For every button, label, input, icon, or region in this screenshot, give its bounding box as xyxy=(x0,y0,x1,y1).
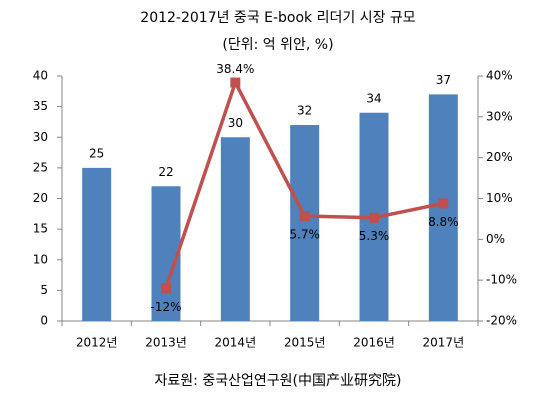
y2-tick-label: 20% xyxy=(486,150,513,164)
line-marker xyxy=(230,77,241,88)
y-tick-label: 0 xyxy=(40,314,48,328)
line-value-label: 38.4% xyxy=(216,62,254,76)
y-tick-label: 35 xyxy=(33,99,48,113)
bar xyxy=(290,125,320,321)
y-tick-label: 5 xyxy=(40,283,48,297)
line-value-label: 8.8% xyxy=(428,215,459,229)
y2-tick-label: 10% xyxy=(486,191,513,205)
y2-tick-label: -20% xyxy=(486,314,517,328)
line-marker xyxy=(369,212,379,223)
y-tick-label: 15 xyxy=(33,222,48,236)
x-tick-label: 2014년 xyxy=(215,336,257,350)
y-tick-label: 30 xyxy=(33,130,48,144)
line-value-label: 5.7% xyxy=(289,228,320,242)
line-marker xyxy=(161,283,171,294)
line-marker xyxy=(299,211,310,222)
bar xyxy=(220,137,250,321)
x-tick-label: 2015년 xyxy=(284,336,326,350)
y-tick-label: 25 xyxy=(33,160,48,174)
line-marker xyxy=(438,198,449,209)
bar-value-label: 34 xyxy=(366,91,381,105)
bar-value-label: 32 xyxy=(297,104,312,118)
x-tick-label: 2017년 xyxy=(423,336,465,350)
bar-value-label: 25 xyxy=(89,146,104,160)
y-tick-label: 10 xyxy=(33,252,48,266)
x-tick-label: 2016년 xyxy=(353,336,395,350)
y-tick-label: 40 xyxy=(33,69,48,83)
bar xyxy=(151,186,181,321)
y2-tick-label: -10% xyxy=(486,273,517,287)
chart-subtitle: (단위: 억 위안, %) xyxy=(222,37,333,53)
source-note: 자료원: 중국산업연구원(中国产业研究院) xyxy=(155,373,402,389)
y-tick-label: 20 xyxy=(33,191,48,205)
bar-value-label: 30 xyxy=(228,116,243,130)
bar-value-label: 37 xyxy=(436,73,451,87)
x-tick-label: 2012년 xyxy=(76,336,118,350)
bar xyxy=(82,167,112,321)
line-value-label: 5.3% xyxy=(359,229,390,243)
y2-tick-label: 30% xyxy=(486,109,513,123)
x-tick-label: 2013년 xyxy=(145,336,187,350)
y2-tick-label: 40% xyxy=(486,69,513,83)
chart-title: 2012-2017년 중국 E-book 리더기 시장 규모 xyxy=(140,10,416,26)
line-value-label: -12% xyxy=(150,300,181,314)
bar-value-label: 22 xyxy=(158,165,173,179)
y2-tick-label: 0% xyxy=(486,232,505,246)
